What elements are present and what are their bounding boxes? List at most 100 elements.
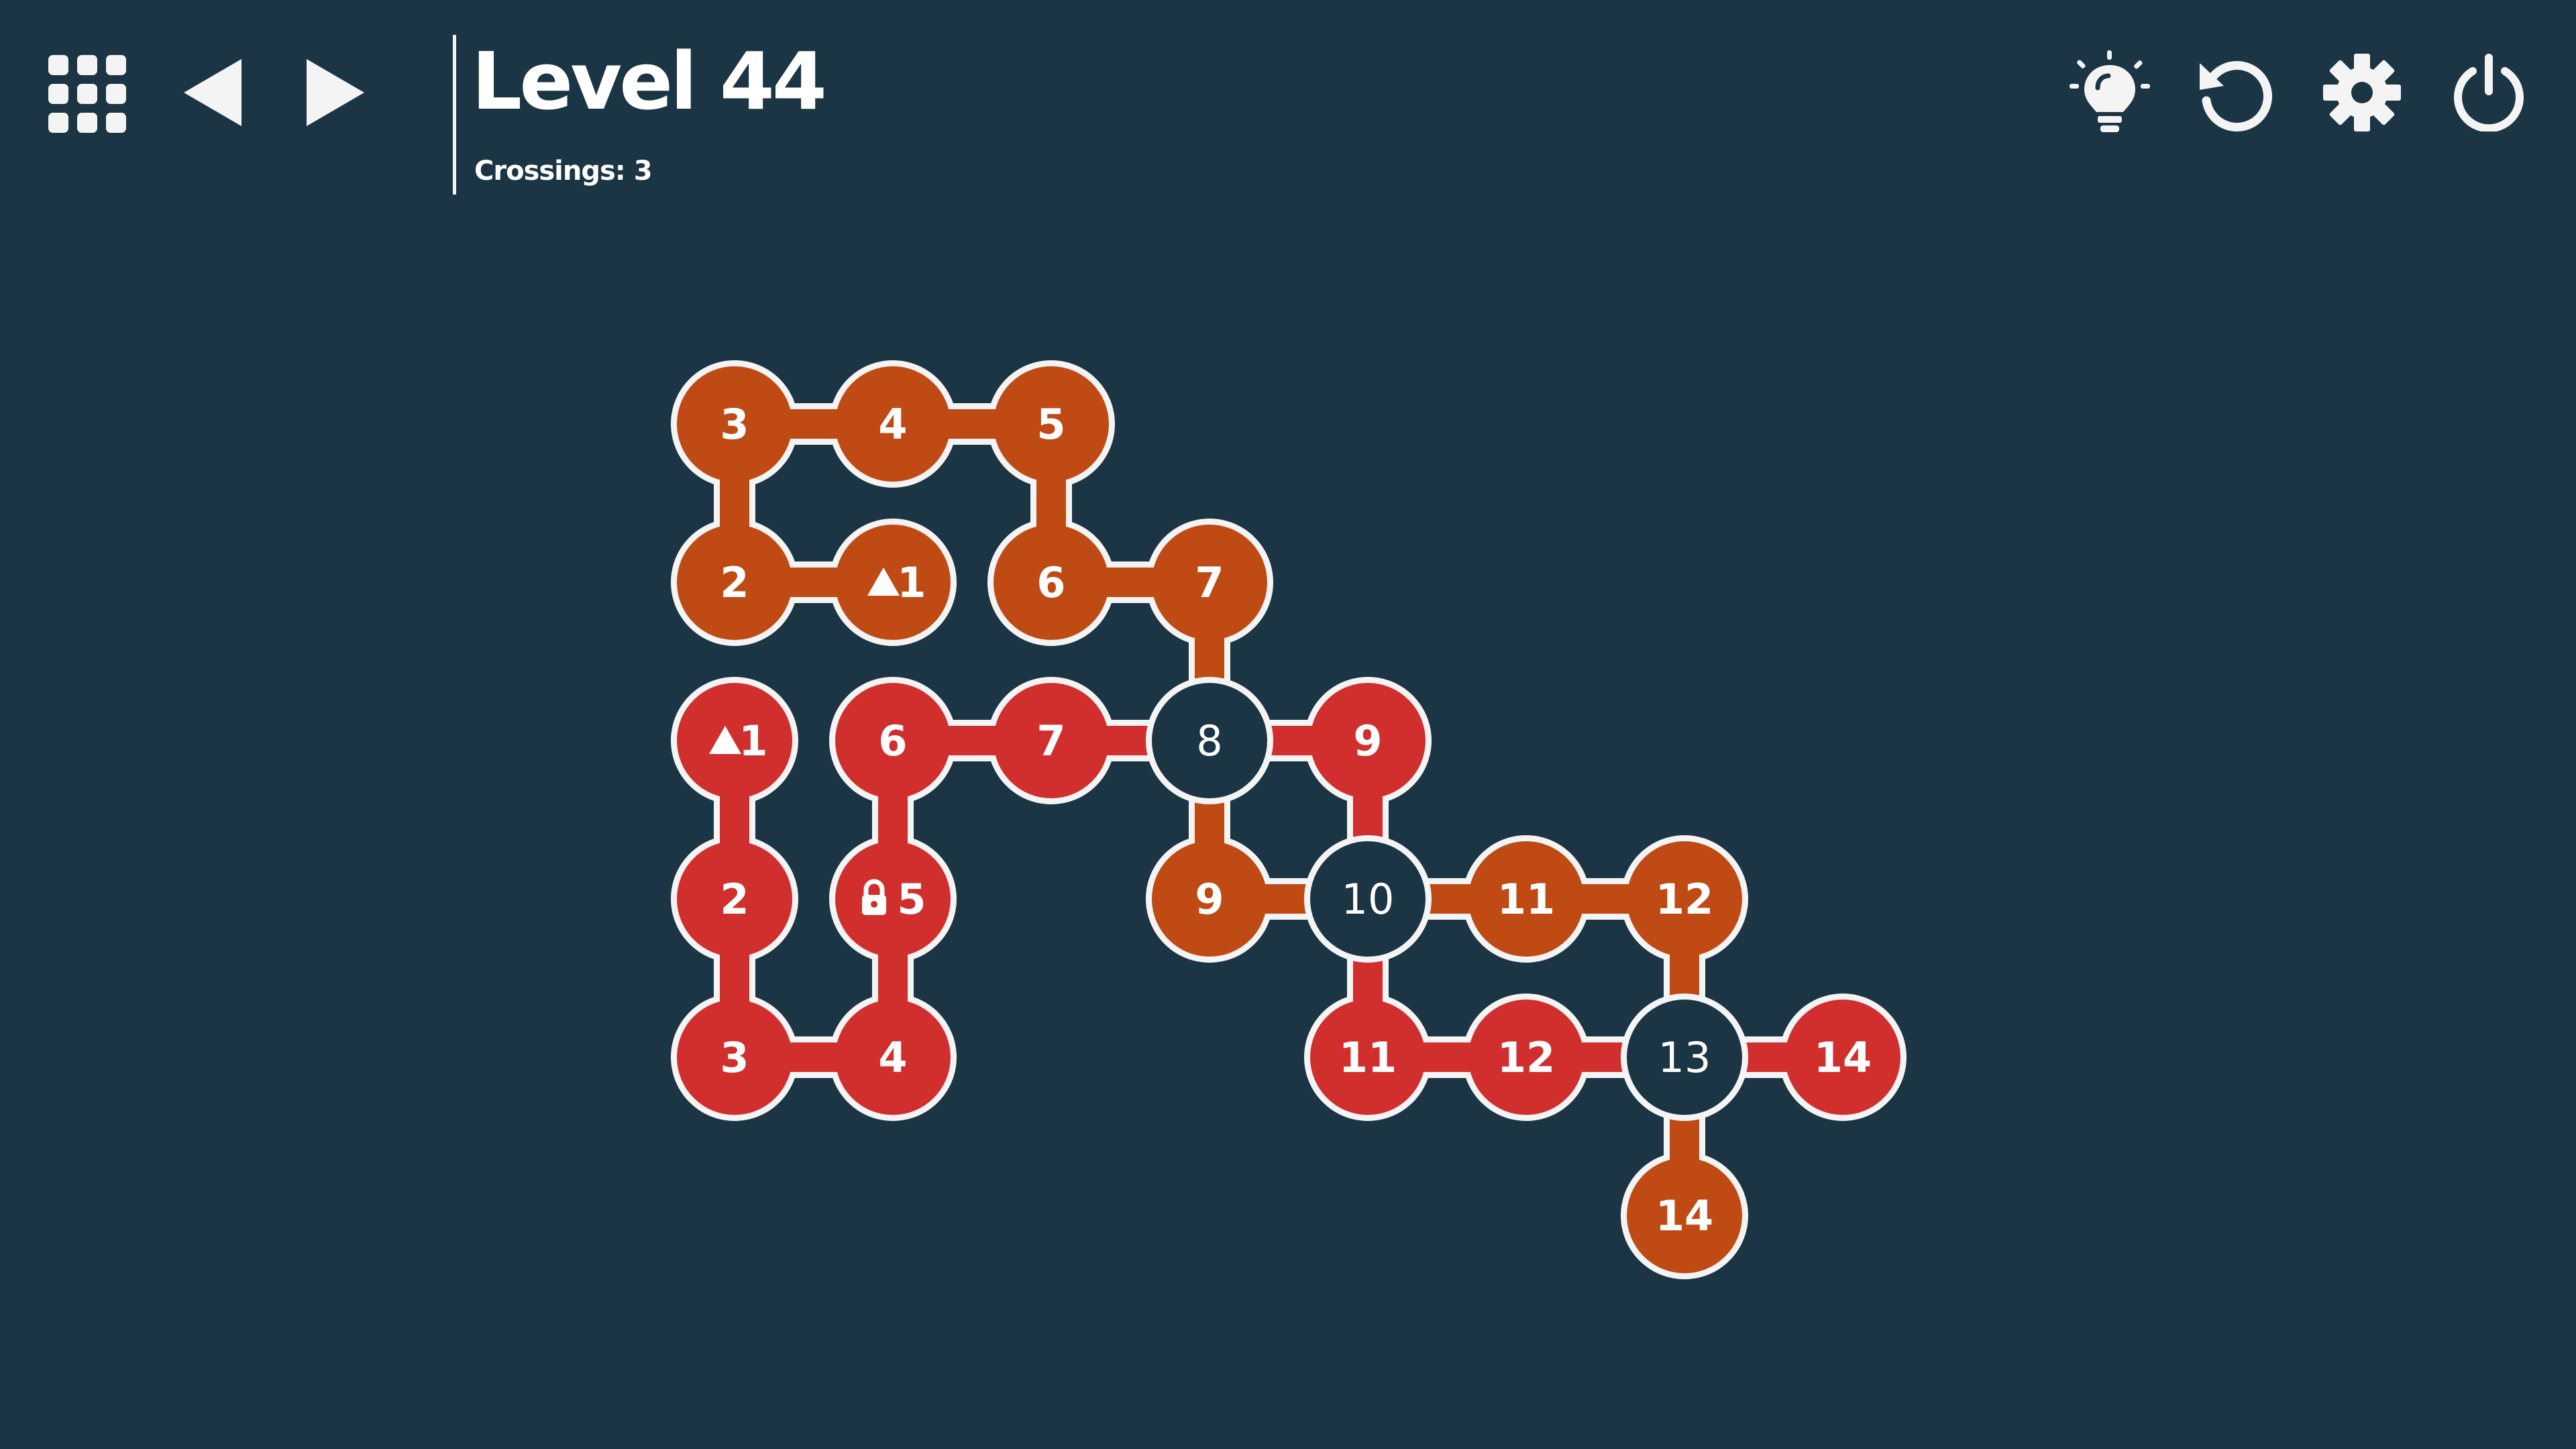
node-circle (835, 683, 951, 798)
node-label: 1 (739, 716, 767, 765)
red-node[interactable]: 7 (994, 683, 1109, 798)
node-label: 4 (878, 400, 907, 449)
next-level-button[interactable] (305, 59, 367, 126)
level-title: Level 44 (472, 35, 827, 127)
orange-node[interactable]: 6 (994, 525, 1109, 640)
node-label: 12 (1656, 875, 1713, 924)
node-circle (677, 841, 792, 957)
grid-icon (48, 55, 126, 133)
lock-shackle (863, 879, 885, 896)
red-node[interactable]: 6 (835, 683, 951, 798)
node-circle (1468, 1000, 1584, 1115)
red-node[interactable]: 1 (677, 683, 792, 798)
node-label: 9 (1195, 875, 1224, 924)
red-node[interactable]: 11 (1310, 1000, 1426, 1115)
node-circle (1785, 1000, 1900, 1115)
crossing-node[interactable]: 10 (1304, 835, 1432, 963)
node-label: 11 (1497, 875, 1555, 924)
node-circle (1152, 841, 1267, 957)
crossing-node[interactable]: 8 (1146, 677, 1273, 804)
crossings-count: Crossings: 3 (474, 156, 653, 186)
lightbulb-icon (2070, 50, 2150, 132)
orange-node[interactable]: 3 (677, 366, 792, 482)
triangle-right-icon (307, 59, 364, 126)
node-circle (835, 841, 951, 957)
node-circle (1310, 683, 1426, 798)
orange-node[interactable]: 1 (835, 525, 951, 640)
node-circle (677, 683, 792, 798)
node-label: 14 (1656, 1191, 1713, 1240)
node-circle (677, 1000, 792, 1115)
orange-node[interactable]: 4 (835, 366, 951, 482)
node-circle (1152, 525, 1267, 640)
node-label: 2 (720, 558, 749, 607)
node-label: 6 (1036, 558, 1065, 607)
node-label: 3 (720, 1033, 749, 1082)
orange-node[interactable]: 11 (1468, 841, 1584, 957)
lock-icon (862, 879, 886, 915)
node-label: 7 (1036, 716, 1065, 765)
node-label: 6 (878, 716, 907, 765)
red-node[interactable]: 12 (1468, 1000, 1584, 1115)
red-node[interactable]: 14 (1785, 1000, 1900, 1115)
power-button[interactable] (2450, 54, 2528, 133)
node-label: 5 (897, 875, 926, 924)
previous-level-button[interactable] (181, 59, 243, 126)
node-label: 5 (1036, 400, 1065, 449)
node-label: 11 (1339, 1033, 1397, 1082)
node-circle (994, 525, 1109, 640)
node-circle (1310, 1000, 1426, 1115)
node-circle (1152, 683, 1267, 798)
node-label: 7 (1195, 558, 1224, 607)
orange-node[interactable]: 12 (1627, 841, 1742, 957)
red-node[interactable]: 9 (1310, 683, 1426, 798)
header-divider (453, 35, 456, 195)
node-label: 8 (1196, 716, 1222, 765)
node-label: 2 (720, 875, 749, 924)
node-label: 9 (1353, 716, 1382, 765)
node-circle (1627, 841, 1742, 957)
restart-button[interactable] (2196, 54, 2273, 131)
node-label: 4 (878, 1033, 907, 1082)
board-layer-outline (671, 360, 1907, 1279)
restart-icon (2200, 61, 2272, 131)
triangle-icon (867, 568, 900, 596)
node-label: 14 (1814, 1033, 1872, 1082)
node-circle (1310, 841, 1426, 957)
node-circle (1468, 841, 1584, 957)
node-circle (1627, 1000, 1742, 1115)
crossing-node[interactable]: 13 (1621, 994, 1748, 1121)
orange-node[interactable]: 9 (1152, 841, 1267, 957)
power-icon (2454, 54, 2524, 133)
node-circle (994, 683, 1109, 798)
red-node[interactable]: 3 (677, 1000, 792, 1115)
node-circle (835, 1000, 951, 1115)
triangle-icon (709, 726, 741, 754)
red-node[interactable]: 4 (835, 1000, 951, 1115)
node-label: 12 (1497, 1033, 1555, 1082)
node-circle (994, 366, 1109, 482)
node-label: 3 (720, 400, 749, 449)
node-circle (1627, 1158, 1742, 1273)
settings-button[interactable] (2323, 54, 2401, 131)
node-circle (677, 525, 792, 640)
level-menu-button[interactable] (48, 55, 126, 133)
node-circle (835, 366, 951, 482)
node-circle (835, 525, 951, 640)
orange-node[interactable]: 7 (1152, 525, 1267, 640)
orange-node[interactable]: 14 (1627, 1158, 1742, 1273)
triangle-left-icon (184, 59, 241, 126)
gear-icon (2323, 54, 2401, 131)
node-label: 1 (897, 558, 926, 607)
red-node[interactable]: 5 (835, 841, 951, 957)
node-circle (677, 366, 792, 482)
hint-button[interactable] (2070, 50, 2150, 134)
lock-keyhole (871, 901, 877, 908)
node-label: 10 (1342, 875, 1395, 924)
orange-node[interactable]: 2 (677, 525, 792, 640)
red-node[interactable]: 2 (677, 841, 792, 957)
orange-node[interactable]: 5 (994, 366, 1109, 482)
node-label: 13 (1658, 1033, 1711, 1082)
